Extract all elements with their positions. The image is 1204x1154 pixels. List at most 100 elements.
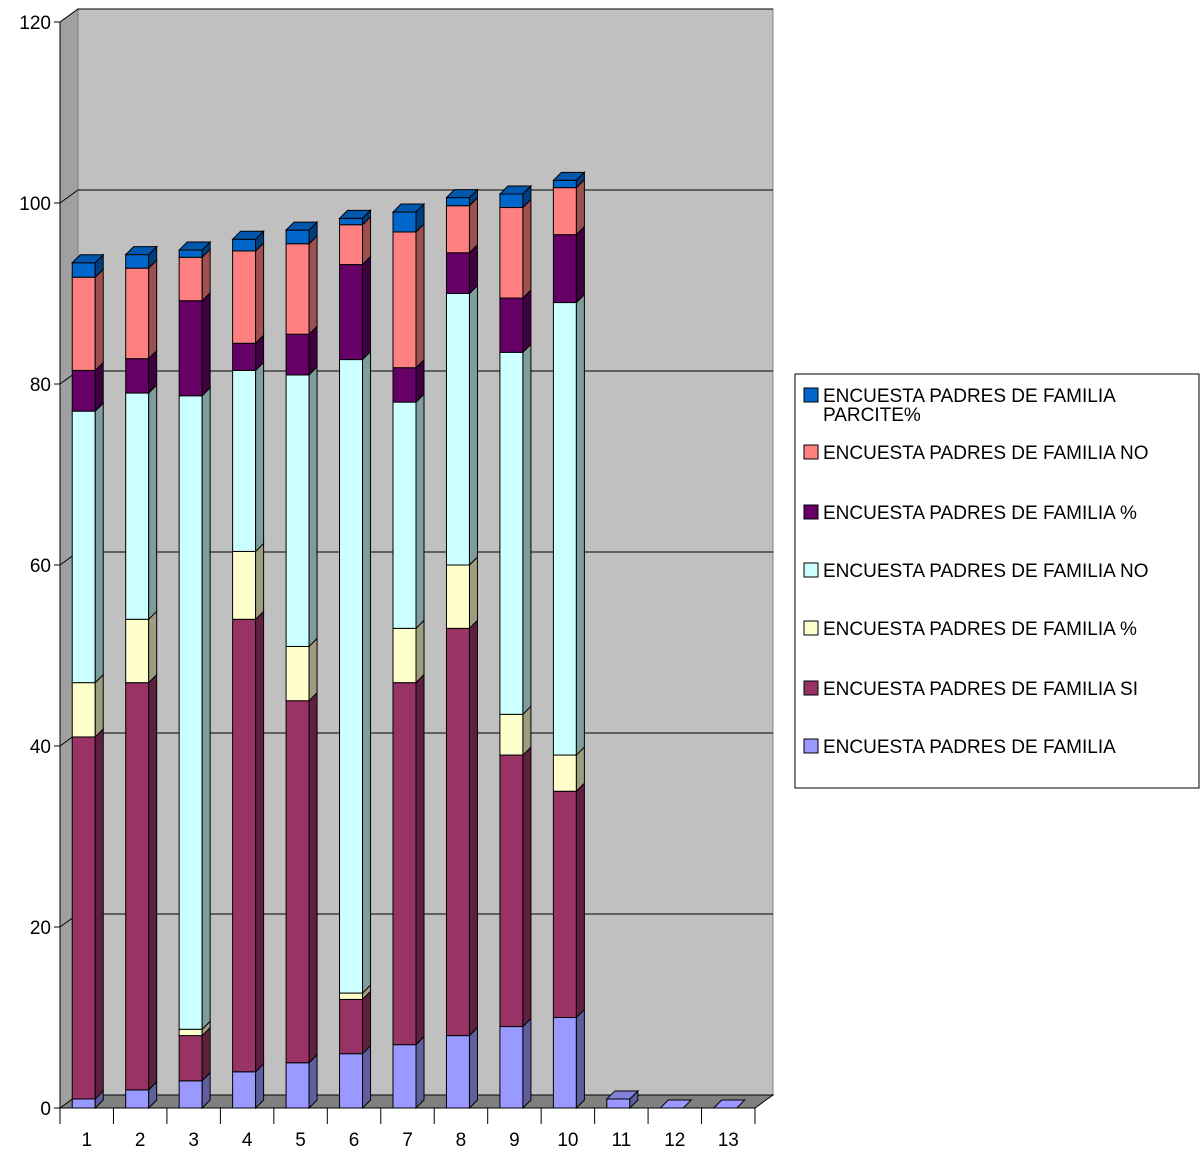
bar-segment <box>392 222 425 369</box>
legend-label: PARCITE% <box>823 405 921 426</box>
bar-segment <box>339 990 372 1055</box>
bar-segment <box>552 782 585 1019</box>
y-tick-label: 120 <box>19 13 51 34</box>
bar-segment <box>552 745 585 793</box>
legend: ENCUESTA PADRES DE FAMILIAPARCITE%ENCUES… <box>794 373 1200 789</box>
x-tick-label: 3 <box>188 1130 199 1151</box>
legend-swatch <box>803 620 819 636</box>
legend-label: ENCUESTA PADRES DE FAMILIA <box>823 737 1116 758</box>
legend-swatch <box>803 738 819 754</box>
y-tick-label: 40 <box>30 737 51 758</box>
bar-segment <box>552 1008 585 1110</box>
bars <box>71 171 746 1110</box>
legend-label: ENCUESTA PADRES DE FAMILIA % <box>823 503 1137 524</box>
legend-label: ENCUESTA PADRES DE FAMILIA % <box>823 619 1137 640</box>
bar-segment <box>285 220 318 245</box>
bar-segment <box>125 610 158 684</box>
bar-segment <box>178 386 211 1031</box>
bar-segment <box>499 343 532 716</box>
bar-segment <box>178 291 211 397</box>
bar-segment <box>339 255 372 361</box>
bar-segment <box>232 610 265 1074</box>
bar-segment <box>339 350 372 995</box>
bar-segment <box>392 619 425 684</box>
gridline-side <box>59 189 79 204</box>
bar-segment <box>285 637 318 702</box>
legend-entry: ENCUESTA PADRES DE FAMILIA SI <box>803 679 1138 700</box>
y-tick-label: 20 <box>30 918 51 939</box>
legend-label: ENCUESTA PADRES DE FAMILIA SI <box>823 679 1138 700</box>
bar-segment <box>285 691 318 1064</box>
bar-segment <box>71 673 104 739</box>
bar-segment <box>232 241 265 345</box>
y-tick-label: 0 <box>40 1099 51 1120</box>
bar-top <box>284 221 319 231</box>
y-tick-label: 60 <box>30 556 51 577</box>
bar-segment <box>285 365 318 648</box>
bar-segment <box>71 727 104 1101</box>
bar-segment <box>499 1017 532 1110</box>
bar-segment <box>552 225 585 304</box>
bar-top <box>124 246 158 256</box>
bar-segment <box>232 361 265 553</box>
bar-segment <box>71 401 104 684</box>
bar-segment <box>178 248 211 302</box>
bar-segment <box>125 383 158 621</box>
bar-segment <box>178 1071 211 1110</box>
bar-segment <box>71 268 104 372</box>
bar-segment <box>392 673 425 1046</box>
bar-top <box>231 230 265 240</box>
legend-swatch <box>803 387 819 403</box>
legend-entry: ENCUESTA PADRES DE FAMILIA NO <box>803 443 1149 464</box>
bar-segment <box>445 555 478 630</box>
x-tick-label: 5 <box>295 1130 306 1151</box>
gridline-side <box>59 8 79 23</box>
bar-top <box>605 1090 640 1100</box>
legend-label: ENCUESTA PADRES DE FAMILIA NO <box>823 561 1149 582</box>
x-tick-label: 2 <box>135 1130 146 1151</box>
x-tick-label: 7 <box>402 1130 413 1151</box>
x-tick-label: 8 <box>456 1130 467 1151</box>
y-tick-label: 100 <box>19 194 51 215</box>
x-tick-label: 10 <box>557 1130 578 1151</box>
x-tick-label: 4 <box>242 1130 253 1151</box>
bar-segment <box>445 284 478 567</box>
legend-swatch <box>803 504 819 520</box>
bar-segment <box>499 198 532 300</box>
x-tick-label: 9 <box>509 1130 520 1151</box>
bar-segment <box>392 1035 425 1110</box>
x-tick-label: 6 <box>349 1130 360 1151</box>
bar-top <box>338 209 372 219</box>
bar-segment <box>339 1044 372 1110</box>
bar-segment <box>445 243 478 295</box>
legend-label: ENCUESTA PADRES DE FAMILIA <box>823 386 1116 407</box>
bar-top <box>177 241 212 251</box>
bar-segment <box>552 293 585 757</box>
bar-segment <box>125 258 158 360</box>
x-tick-label: 1 <box>81 1130 92 1151</box>
bar-segment <box>232 229 265 253</box>
bar-segment <box>445 619 478 1037</box>
bar-segment <box>232 334 265 372</box>
bar-segment <box>499 288 532 354</box>
bar-segment <box>392 202 425 234</box>
bar-segment <box>499 705 532 757</box>
legend-entry: ENCUESTA PADRES DE FAMILIA NO <box>803 561 1149 582</box>
bar-top <box>552 171 586 181</box>
x-tick-label: 12 <box>664 1130 685 1151</box>
bar-top <box>71 254 105 264</box>
bar-segment <box>445 1026 478 1110</box>
legend-entry: ENCUESTA PADRES DE FAMILIA <box>803 737 1116 758</box>
legend-swatch <box>803 562 819 578</box>
bar-segment <box>392 392 425 630</box>
bar-segment <box>285 234 318 336</box>
bar-top <box>498 185 533 195</box>
legend-label: ENCUESTA PADRES DE FAMILIA NO <box>823 443 1149 464</box>
legend-entry: ENCUESTA PADRES DE FAMILIA % <box>803 503 1137 524</box>
bar-top <box>391 203 426 213</box>
bar-top <box>445 189 479 199</box>
bar-segment <box>232 542 265 621</box>
